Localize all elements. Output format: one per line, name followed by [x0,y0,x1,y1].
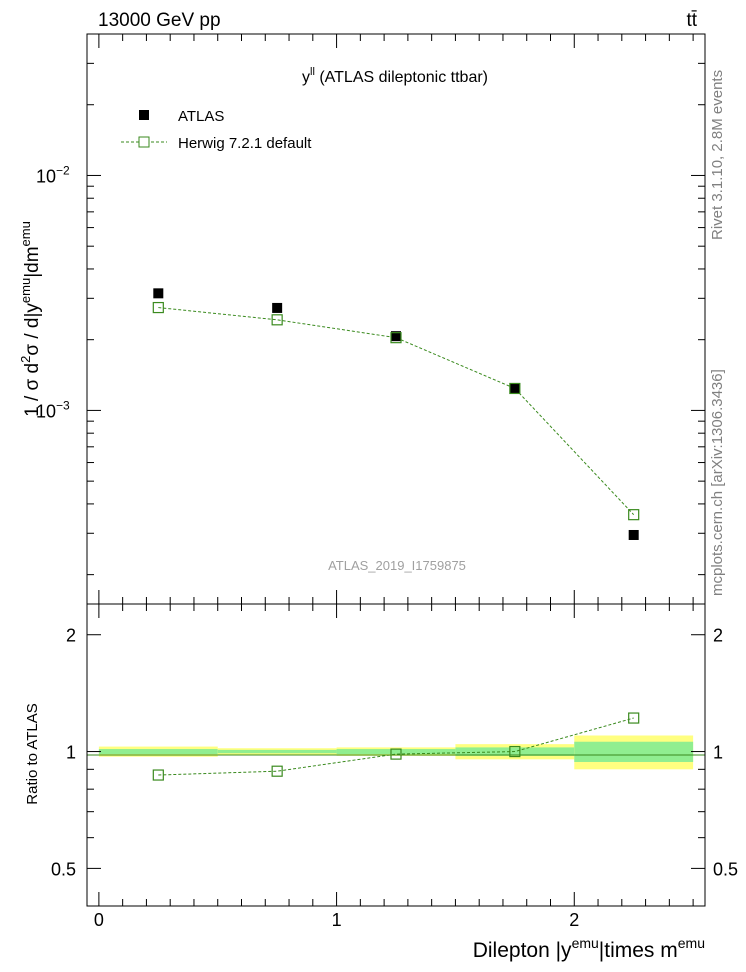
ratio-band-inner [336,749,456,755]
mc-point [152,301,164,314]
main-panel: yll (ATLAS dileptonic ttbar) ATLAS_2019_… [18,33,706,605]
ratio-point [509,745,521,758]
data-point [628,529,639,540]
ratio-point [152,769,164,781]
main-y-tick-exp: −2 [56,163,70,177]
legend-data-label: ATLAS [178,108,224,125]
legend: ATLAS Herwig 7.2.1 default [121,108,312,152]
mcplots-label: mcplots.cern.ch [arXiv:1306.3436] [709,369,726,596]
ratio-band-inner [574,741,694,762]
x-tick-label: 0 [94,910,104,930]
ratio-y-tick-label-right: 1 [713,743,723,763]
x-tick-labels: 0 1 2 [94,910,579,930]
ylabel-part-3: emu [18,278,33,303]
ratio-series [152,712,640,781]
watermark: ATLAS_2019_I1759875 [328,558,466,573]
ratio-y-tick-label-right: 0.5 [713,859,738,879]
ylabel-part-1: 2 [18,356,33,363]
main-y-tick-mantissa: 10 [36,166,56,186]
main-y-tick-label: 10−3 [36,398,70,421]
main-y-tick-labels: 10−310−2 [36,163,70,421]
main-ylabel: 1 / σ d2σ / d|yemu|dmemu [18,221,43,417]
ratio-y-tick-label: 1 [66,743,76,763]
main-title: yll (ATLAS dileptonic ttbar) [302,66,488,86]
ratio-x-ticks [98,604,694,906]
data-point [509,383,520,394]
xlabel-part-2: |times m [599,939,678,962]
ratio-point [271,765,283,777]
main-title-prefix: y [302,69,310,86]
legend-mc-label: Herwig 7.2.1 default [178,135,312,152]
header-right: tt̄ [686,10,697,31]
xlabel-part-0: Dilepton |y [473,939,572,962]
header-left: 13000 GeV pp [98,10,221,31]
main-series [152,288,640,540]
mc-line [158,307,635,516]
main-y-tick-mantissa: 10 [36,401,56,421]
mc-point [271,314,283,326]
ylabel-part-2: σ / d|y [22,303,43,356]
rivet-label: Rivet 3.1.10, 2.8M events [709,70,726,240]
ratio-y-tick-label: 0.5 [51,859,76,879]
main-title-rest: (ATLAS dileptonic ttbar) [315,69,488,86]
ratio-ylabel: Ratio to ATLAS [24,703,41,804]
ratio-y-tick-labels: 0.5 0.5 1 1 2 2 [51,626,738,880]
main-y-ticks [87,33,705,576]
data-point [391,331,401,342]
ratio-point [628,712,640,724]
main-y-tick-exp: −3 [56,398,70,412]
ratio-band-inner [98,749,218,755]
main-title-sup: ll [310,66,315,78]
ratio-y-tick-label-right: 2 [713,626,723,646]
data-point [272,302,283,313]
mc-point [390,332,402,344]
xlabel-part-1: emu [572,935,599,951]
x-tick-label: 2 [569,910,579,930]
main-x-ticks [98,34,694,604]
mc-point [628,509,640,521]
legend-data-marker [139,110,149,120]
xlabel: Dilepton |yemu|times memu [473,935,705,962]
ratio-point [390,748,402,760]
ylabel-part-5: emu [18,221,33,246]
legend-mc-marker [138,136,150,148]
ratio-panel: Ratio to ATLAS 0.5 0.5 1 1 2 2 [24,603,738,907]
x-tick-label: 1 [332,910,342,930]
ratio-y-tick-label: 2 [66,626,76,646]
xlabel-part-3: emu [678,935,705,951]
main-y-tick-label: 10−2 [36,163,70,186]
ratio-band-inner [217,749,337,754]
ylabel-part-0: 1 / σ d [22,363,43,417]
ratio-y-ticks [87,634,705,907]
ratio-frame [86,603,706,907]
mc-point [509,382,521,395]
data-point [153,288,164,299]
ylabel-part-4: |dm [22,246,43,277]
